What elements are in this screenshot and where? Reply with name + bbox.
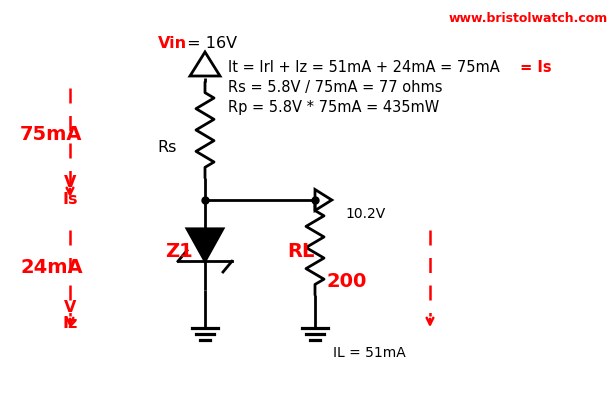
Text: www.bristolwatch.com: www.bristolwatch.com (449, 12, 608, 25)
Text: Z1: Z1 (165, 242, 192, 261)
Text: 75mA: 75mA (20, 125, 83, 144)
Text: It = Irl + Iz = 51mA + 24mA = 75mA: It = Irl + Iz = 51mA + 24mA = 75mA (228, 60, 500, 75)
Text: Vin: Vin (158, 36, 187, 51)
Text: Rs = 5.8V / 75mA = 77 ohms: Rs = 5.8V / 75mA = 77 ohms (228, 80, 443, 95)
Text: Iz: Iz (63, 316, 78, 331)
Text: Is: Is (63, 192, 78, 207)
Text: = 16V: = 16V (182, 36, 237, 51)
Polygon shape (187, 229, 223, 261)
Text: Rp = 5.8V * 75mA = 435mW: Rp = 5.8V * 75mA = 435mW (228, 100, 440, 115)
Text: IL = 51mA: IL = 51mA (333, 346, 406, 360)
Text: RL: RL (287, 242, 314, 261)
Text: Rs: Rs (158, 140, 177, 155)
Text: = Is: = Is (515, 60, 552, 75)
Text: 10.2V: 10.2V (345, 207, 385, 221)
Text: 24mA: 24mA (20, 258, 83, 277)
Text: 200: 200 (327, 272, 367, 291)
Text: V: V (64, 175, 76, 190)
Text: V: V (64, 300, 76, 315)
